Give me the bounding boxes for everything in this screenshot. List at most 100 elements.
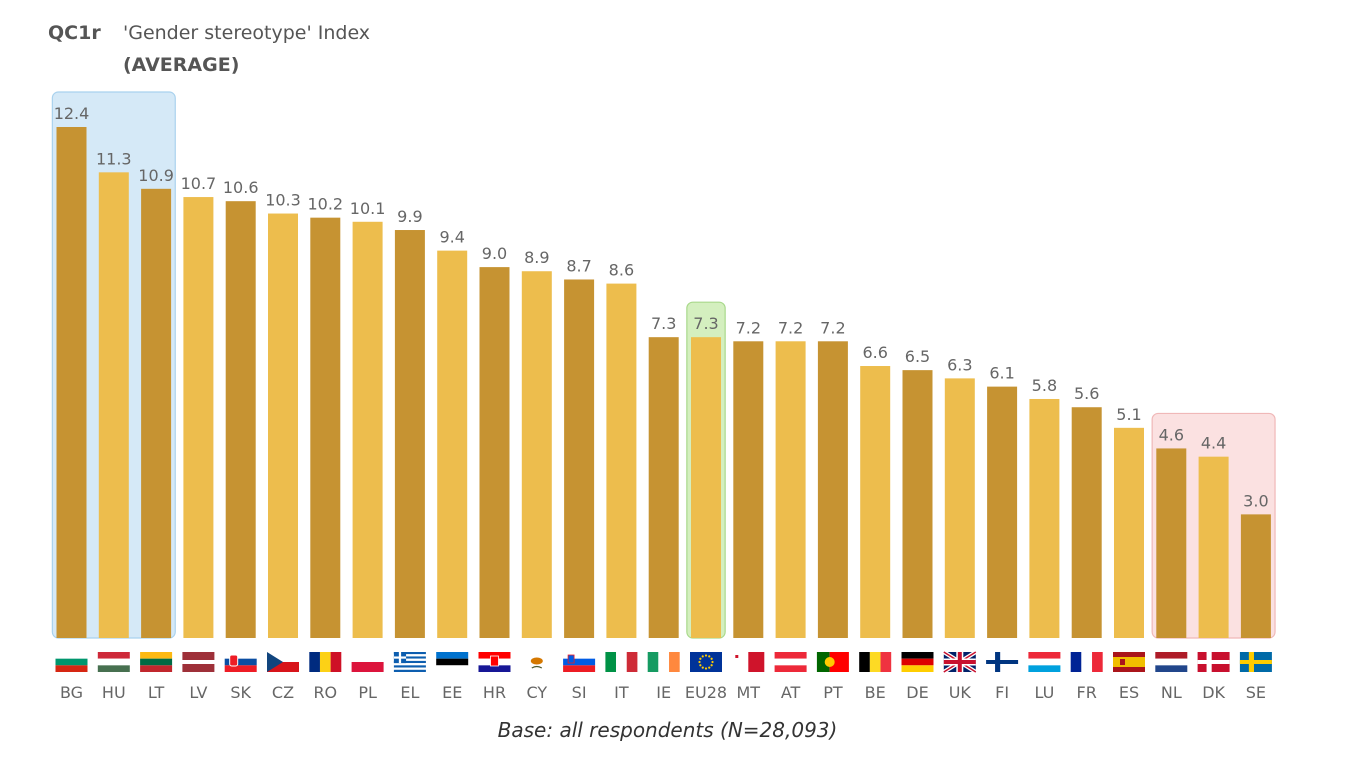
category-label-layer: BG HU LT LV SK CZ RO PL EL EE HR CY SI IT IE EU28 MT AT PT… [60,683,1266,702]
bar-lv [183,197,214,638]
category-label-ee: EE [442,683,462,702]
bar-hu [98,172,129,639]
flag-pl-icon [351,652,384,672]
value-label-nl: 4.6 [1159,425,1184,444]
flag-el-icon [393,652,426,672]
bar-fr [1071,407,1102,638]
bar-el [394,230,425,638]
bar-ro [310,217,341,638]
value-label-se: 3.0 [1243,491,1268,510]
value-label-pl: 10.1 [350,199,386,218]
bar-cy [521,271,552,638]
category-label-pt: PT [823,683,843,702]
flag-hu-icon [97,652,130,672]
value-label-lv: 10.7 [181,174,217,193]
category-label-be: BE [865,683,886,702]
category-label-cz: CZ [272,683,294,702]
flag-layer [55,650,1272,674]
bar-bg [56,127,87,638]
value-label-el: 9.9 [397,207,422,226]
flag-it-icon [605,652,638,672]
flag-si-icon [563,652,596,672]
flag-ro-icon [309,652,342,672]
value-label-dk: 4.4 [1201,434,1226,453]
bar-pt [817,341,848,638]
value-label-es: 5.1 [1116,405,1141,424]
value-label-ee: 9.4 [439,228,464,247]
value-label-si: 8.7 [566,256,591,275]
category-label-ie: IE [656,683,671,702]
flag-lt-icon [140,652,173,672]
value-label-eu28: 7.3 [693,314,718,333]
flag-cy-icon [520,652,553,672]
value-label-pt: 7.2 [820,318,845,337]
category-label-cy: CY [526,683,547,702]
value-label-hr: 9.0 [482,244,507,263]
bar-be [860,366,891,638]
flag-ie-icon [647,652,680,672]
category-label-at: AT [781,683,801,702]
category-label-lt: LT [148,683,165,702]
category-label-ro: RO [313,683,337,702]
value-label-ro: 10.2 [307,195,343,214]
bar-eu28 [691,337,721,638]
category-label-nl: NL [1161,683,1182,702]
value-label-ie: 7.3 [651,314,676,333]
category-label-bg: BG [60,683,83,702]
bar-es [1114,427,1144,638]
flag-lv-icon [182,652,215,672]
value-label-layer: 12.4 11.3 10.9 10.7 10.6 10.3 10.2 10.1 9.9 9.4 9.… [54,104,1269,510]
value-label-uk: 6.3 [947,355,972,374]
value-label-cy: 8.9 [524,248,549,267]
category-label-it: IT [614,683,629,702]
bar-cz [268,213,298,638]
bar-si [564,279,595,638]
category-label-fi: FI [995,683,1009,702]
bar-fi [987,386,1018,638]
flag-de-icon [901,652,934,672]
category-label-se: SE [1246,683,1266,702]
bar-layer [56,127,1271,639]
flag-dk-icon [1197,652,1230,672]
value-label-bg: 12.4 [54,104,90,123]
chart-title: 'Gender stereotype' Index [123,22,371,44]
value-label-at: 7.2 [778,318,803,337]
value-label-fr: 5.6 [1074,384,1099,403]
value-label-de: 6.5 [905,347,930,366]
bar-de [902,370,933,638]
flag-uk-icon [942,650,977,674]
category-label-dk: DK [1202,683,1225,702]
category-label-eu28: EU28 [685,683,727,702]
bar-it [606,283,637,638]
flag-at-icon [774,652,807,672]
value-label-cz: 10.3 [265,191,301,210]
flag-cz-icon [267,652,299,672]
value-label-be: 6.6 [862,343,887,362]
flag-eu-icon [690,652,722,672]
question-code: QC1r [48,22,101,44]
flag-pt-icon [816,652,849,672]
bar-sk [225,201,256,638]
bar-uk [944,378,975,638]
chart-subtitle: (AVERAGE) [123,54,240,76]
flag-ee-icon [436,652,469,672]
bar-dk [1198,456,1229,638]
bar-hr [479,267,510,638]
category-label-fr: FR [1077,683,1097,702]
bar-ee [437,250,468,638]
value-label-sk: 10.6 [223,178,259,197]
flag-sk-icon [224,652,257,672]
category-label-el: EL [400,683,419,702]
category-label-de: DE [906,683,928,702]
bar-lu [1029,398,1060,638]
flag-fi-icon [986,652,1019,672]
value-label-mt: 7.2 [736,318,761,337]
flag-fr-icon [1070,652,1103,672]
bar-ie [648,337,679,638]
bar-mt [733,341,764,638]
category-label-hu: HU [102,683,126,702]
flag-hr-icon [478,652,511,672]
category-label-pl: PL [358,683,377,702]
value-label-hu: 11.3 [96,149,132,168]
